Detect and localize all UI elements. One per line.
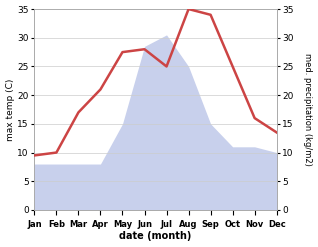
X-axis label: date (month): date (month) (119, 231, 192, 242)
Y-axis label: med. precipitation (kg/m2): med. precipitation (kg/m2) (303, 53, 313, 166)
Y-axis label: max temp (C): max temp (C) (5, 78, 15, 141)
